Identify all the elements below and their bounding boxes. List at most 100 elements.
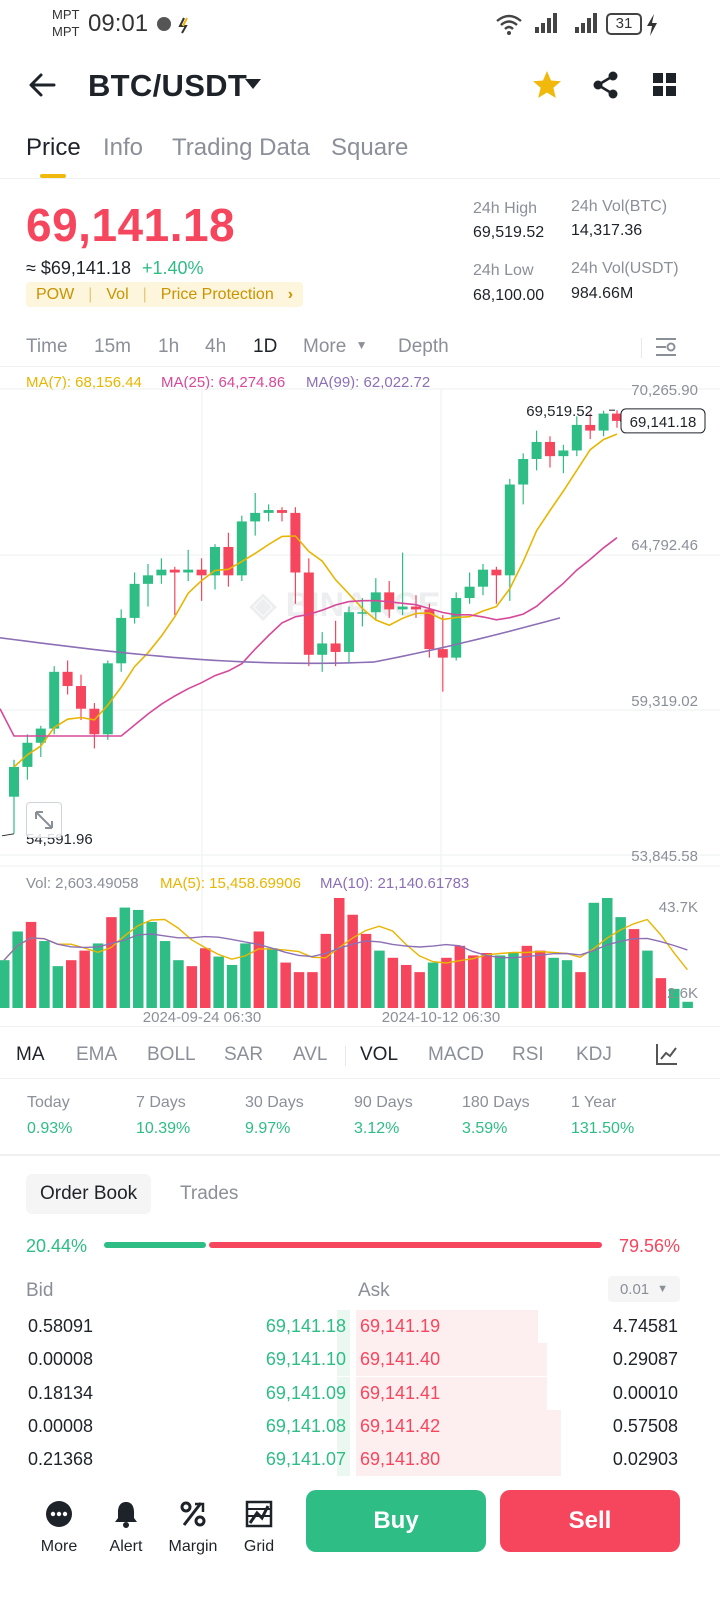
volume-bar: [186, 966, 198, 1008]
ask-ratio: 79.56%: [618, 1236, 680, 1256]
charging-icon: [647, 14, 657, 36]
tab-order-book[interactable]: Order Book: [26, 1174, 152, 1214]
star-icon[interactable]: [532, 70, 562, 100]
bid-header: Bid: [26, 1280, 54, 1301]
pair-title[interactable]: BTC/USDT: [88, 68, 248, 103]
indicator-ema[interactable]: EMA: [76, 1044, 118, 1065]
notification-icons: [157, 17, 188, 34]
tab-trading-data[interactable]: Trading Data: [172, 134, 310, 161]
x-tick-label: 2024-09-24 06:30: [143, 1009, 261, 1026]
indicator-settings-icon[interactable]: [655, 1042, 679, 1066]
volume-bar: [481, 953, 492, 1008]
vol-btc-label: 24h Vol(BTC): [571, 198, 668, 215]
volume-bar: [146, 921, 157, 1008]
ask-quantity: 4.74581: [612, 1316, 678, 1336]
indicator-avl[interactable]: AVL: [293, 1044, 328, 1065]
candle-body: [76, 686, 86, 709]
tag-pow[interactable]: POW: [36, 285, 75, 303]
ask-quantity: 0.00010: [612, 1382, 678, 1403]
candle-body: [531, 441, 542, 459]
divider: [0, 1154, 720, 1156]
perf-value-today: 0.93%: [27, 1120, 73, 1137]
order-book-row[interactable]: 0.00008 69,141.10 69,141.40 0.29087: [0, 1343, 720, 1377]
interval-more[interactable]: More ▼: [303, 336, 368, 357]
price-chart[interactable]: ◈ BINANCE 70,265.9064,792.4659,319.0253,…: [0, 366, 720, 1026]
order-book-row[interactable]: 0.00008 69,141.08 69,141.42 0.57508: [0, 1409, 720, 1443]
candle-body: [518, 458, 529, 485]
indicator-ma[interactable]: MA: [16, 1044, 45, 1065]
candle-body: [9, 766, 19, 797]
volume-bar: [106, 917, 117, 1008]
caret-down-icon[interactable]: [244, 78, 262, 90]
high-label: 24h High: [473, 200, 538, 217]
ask-price: 69,141.40: [360, 1349, 441, 1370]
tag-row[interactable]: POW | Vol | Price Protection ›: [26, 282, 304, 307]
perf-label-180d: 180 Days: [462, 1094, 530, 1111]
chevron-right-icon: ›: [287, 285, 294, 303]
candle-body: [397, 606, 408, 610]
candle-body: [196, 569, 207, 576]
order-book-row[interactable]: 0.18134 69,141.09 69,141.41 0.00010: [0, 1376, 720, 1410]
margin-percent-icon: [180, 1501, 206, 1527]
ask-ratio-bar: [209, 1242, 602, 1248]
order-book-row[interactable]: 0.21368 69,141.07 69,141.80 0.02903: [0, 1443, 720, 1477]
fullscreen-button[interactable]: [26, 802, 62, 838]
sell-button[interactable]: Sell: [500, 1490, 680, 1552]
candle-body: [62, 671, 73, 687]
volume-bar: [320, 933, 332, 1008]
ask-quantity: 0.57508: [612, 1415, 678, 1436]
buy-button[interactable]: Buy: [306, 1490, 486, 1552]
interval-1d[interactable]: 1D: [253, 336, 278, 357]
tab-trades[interactable]: Trades: [180, 1183, 239, 1204]
ask-price: 69,141.41: [360, 1382, 441, 1403]
precision-select[interactable]: 0.01 ▼: [608, 1276, 680, 1302]
y-tick-label: 59,319.02: [631, 693, 698, 710]
tab-info[interactable]: Info: [103, 134, 144, 161]
interval-time[interactable]: Time: [26, 336, 68, 357]
indicator-boll[interactable]: BOLL: [147, 1044, 196, 1065]
interval-15m[interactable]: 15m: [94, 336, 131, 357]
ask-price: 69,141.19: [360, 1316, 441, 1336]
more-dots-icon: [46, 1501, 72, 1527]
indicator-kdj[interactable]: KDJ: [576, 1044, 612, 1065]
indicator-macd[interactable]: MACD: [428, 1044, 484, 1065]
volume-bar: [401, 964, 412, 1008]
interval-4h[interactable]: 4h: [205, 336, 227, 357]
indicator-rsi[interactable]: RSI: [512, 1044, 544, 1065]
ask-quantity: 0.02903: [612, 1449, 678, 1470]
candle-body: [169, 569, 180, 573]
perf-label-1y: 1 Year: [571, 1094, 617, 1111]
volume-bar: [133, 909, 144, 1008]
candle-body: [183, 569, 194, 573]
divider: [0, 178, 720, 179]
share-icon[interactable]: [592, 70, 620, 100]
indicator-sar[interactable]: SAR: [224, 1044, 264, 1065]
grid-icon[interactable]: [652, 72, 678, 98]
volume-bar: [347, 914, 358, 1008]
tab-square[interactable]: Square: [331, 134, 409, 161]
ask-header: Ask: [358, 1280, 390, 1301]
candle-body: [330, 643, 341, 652]
vol-ma10-line: [3, 933, 688, 961]
volume-bar: [535, 950, 546, 1008]
ask-depth-bar: [356, 1443, 561, 1477]
indicator-vol[interactable]: VOL: [360, 1044, 399, 1065]
perf-value-180d: 3.59%: [462, 1120, 508, 1137]
ma99-label: MA(99): 62,022.72: [306, 374, 431, 391]
interval-1h[interactable]: 1h: [158, 336, 180, 357]
y-tick-label: 53,845.58: [631, 848, 698, 865]
interval-depth[interactable]: Depth: [398, 336, 449, 357]
bid-depth-bar: [337, 1343, 350, 1377]
tag-price-protection[interactable]: Price Protection: [160, 285, 274, 303]
chart-settings-icon[interactable]: [654, 336, 678, 358]
order-book-row[interactable]: 0.58091 69,141.18 69,141.19 4.74581: [0, 1310, 720, 1343]
tag-vol[interactable]: Vol: [106, 285, 129, 303]
candle-body: [384, 592, 395, 610]
bid-price: 69,141.08: [265, 1415, 346, 1436]
back-arrow-icon[interactable]: [28, 72, 56, 98]
perf-label-7d: 7 Days: [136, 1094, 186, 1111]
candle-body: [504, 484, 515, 576]
tab-price[interactable]: Price: [26, 134, 81, 161]
volume-bar: [307, 972, 318, 1008]
candle-body: [424, 609, 435, 650]
